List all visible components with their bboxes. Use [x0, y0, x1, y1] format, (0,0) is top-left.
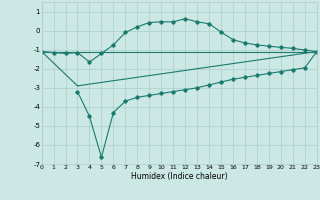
X-axis label: Humidex (Indice chaleur): Humidex (Indice chaleur) [131, 172, 228, 181]
